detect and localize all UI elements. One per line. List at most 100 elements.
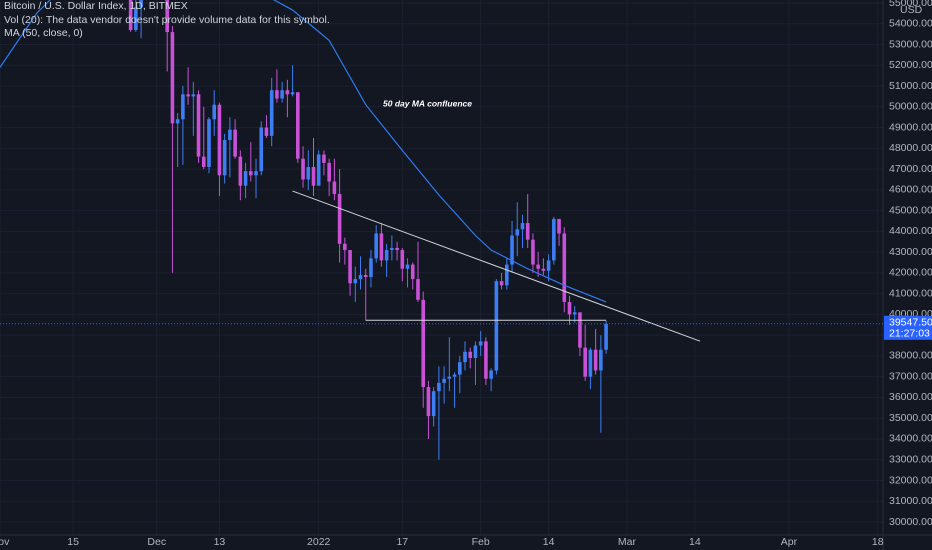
y-tick-label: 41000.00	[889, 287, 932, 299]
y-tick-label: 51000.00	[889, 80, 932, 92]
y-tick-label: 45000.00	[889, 204, 932, 216]
candle-body	[353, 279, 358, 284]
y-tick-label: 42000.00	[889, 267, 932, 279]
candle-body	[437, 382, 441, 392]
candle-body	[578, 312, 582, 348]
candle-body	[374, 233, 378, 259]
candle-body	[306, 167, 311, 180]
candle-body	[343, 243, 347, 251]
ma-line	[0, 0, 607, 303]
y-tick-label: 47000.00	[889, 163, 932, 175]
candle-body	[468, 351, 473, 358]
y-tick-label: 48000.00	[889, 142, 932, 154]
candle-body	[196, 94, 201, 157]
candle-body	[463, 351, 467, 363]
candle-body	[327, 162, 331, 182]
candle-body	[593, 349, 598, 371]
candle-body	[175, 119, 180, 124]
candle-body	[405, 264, 410, 269]
y-tick-label: 32000.00	[889, 474, 932, 486]
y-tick-label: 30000.00	[889, 516, 932, 528]
candle-body	[562, 233, 567, 302]
candle-body	[280, 90, 284, 99]
candle-body	[358, 274, 363, 280]
candle-body	[515, 229, 520, 236]
candle-body	[269, 90, 274, 136]
candle-body	[567, 301, 572, 315]
price-box	[884, 315, 932, 340]
x-tick-label: 14	[689, 536, 701, 548]
legend-ma: MA (50, close, 0)	[4, 27, 83, 39]
candle-body	[426, 387, 431, 417]
candle-body	[290, 92, 295, 95]
candle-body	[369, 258, 373, 278]
y-tick-label: 31000.00	[889, 495, 932, 507]
drawn-line	[292, 190, 701, 342]
y-tick-label: 52000.00	[889, 59, 932, 71]
candle-body	[296, 92, 300, 159]
candle-body	[457, 362, 462, 375]
candle-body	[484, 341, 488, 379]
x-tick-label: 18	[872, 536, 884, 548]
annotation: 50 day MA confluence	[383, 98, 472, 108]
candle-body	[452, 374, 457, 377]
x-tick-label: Apr	[781, 536, 798, 548]
candle-body	[588, 349, 593, 377]
candle-body	[248, 171, 253, 176]
candle-body	[264, 127, 269, 136]
candle-body	[525, 223, 530, 240]
candle-body	[259, 127, 264, 172]
x-tick-label: Mar	[618, 536, 637, 548]
candle-body	[311, 167, 316, 186]
candle-body	[217, 104, 222, 176]
candle-body	[228, 129, 232, 141]
y-tick-label: 38000.00	[889, 350, 932, 362]
candle-body	[442, 378, 446, 383]
candle-body	[531, 239, 535, 265]
candle-body	[431, 391, 436, 417]
x-tick-label: 17	[396, 536, 408, 548]
candle-body	[233, 129, 237, 157]
legend-vol: Vol (20): The data vendor doesn't provid…	[4, 14, 330, 26]
candle-body	[557, 218, 561, 234]
candle-body	[165, 0, 169, 33]
candle-body	[400, 250, 405, 269]
countdown: 21:27:03	[889, 328, 930, 340]
candle-body	[128, 0, 133, 30]
candle-body	[604, 323, 608, 350]
candle-body	[207, 119, 211, 168]
candle-body	[222, 140, 227, 176]
x-tick-label: 2022	[307, 536, 331, 548]
last-price-label: 39547.50	[889, 317, 932, 329]
candle-body	[301, 158, 305, 180]
legend-title: Bitcoin / U.S. Dollar Index, 1D, BITMEX	[4, 0, 188, 12]
y-tick-label: 49000.00	[889, 121, 932, 133]
candle-body	[552, 218, 556, 261]
candle-body	[489, 370, 493, 379]
candle-body	[348, 250, 352, 284]
candle-body	[410, 264, 415, 280]
candle-body	[254, 171, 258, 176]
y-tick-label: 36000.00	[889, 391, 932, 403]
x-tick-label: Nov	[0, 536, 10, 548]
candle-body	[390, 247, 394, 251]
candle-body	[134, 7, 138, 30]
candle-body	[416, 279, 420, 300]
candle-body	[186, 94, 190, 97]
candle-body	[170, 32, 175, 124]
candle-body	[201, 156, 206, 168]
candle-body	[275, 90, 279, 99]
candle-body	[332, 181, 337, 194]
y-tick-label: 37000.00	[889, 370, 932, 382]
candle-body	[181, 94, 185, 120]
y-tick-label: 54000.00	[889, 18, 932, 30]
candle-body	[212, 104, 217, 120]
candle-body	[316, 154, 321, 186]
y-tick-label: 35000.00	[889, 412, 932, 424]
candle-body	[238, 156, 243, 186]
candle-body	[421, 299, 426, 388]
candle-body	[243, 171, 248, 186]
candle-body	[541, 268, 546, 271]
x-tick-label: 13	[214, 536, 226, 548]
